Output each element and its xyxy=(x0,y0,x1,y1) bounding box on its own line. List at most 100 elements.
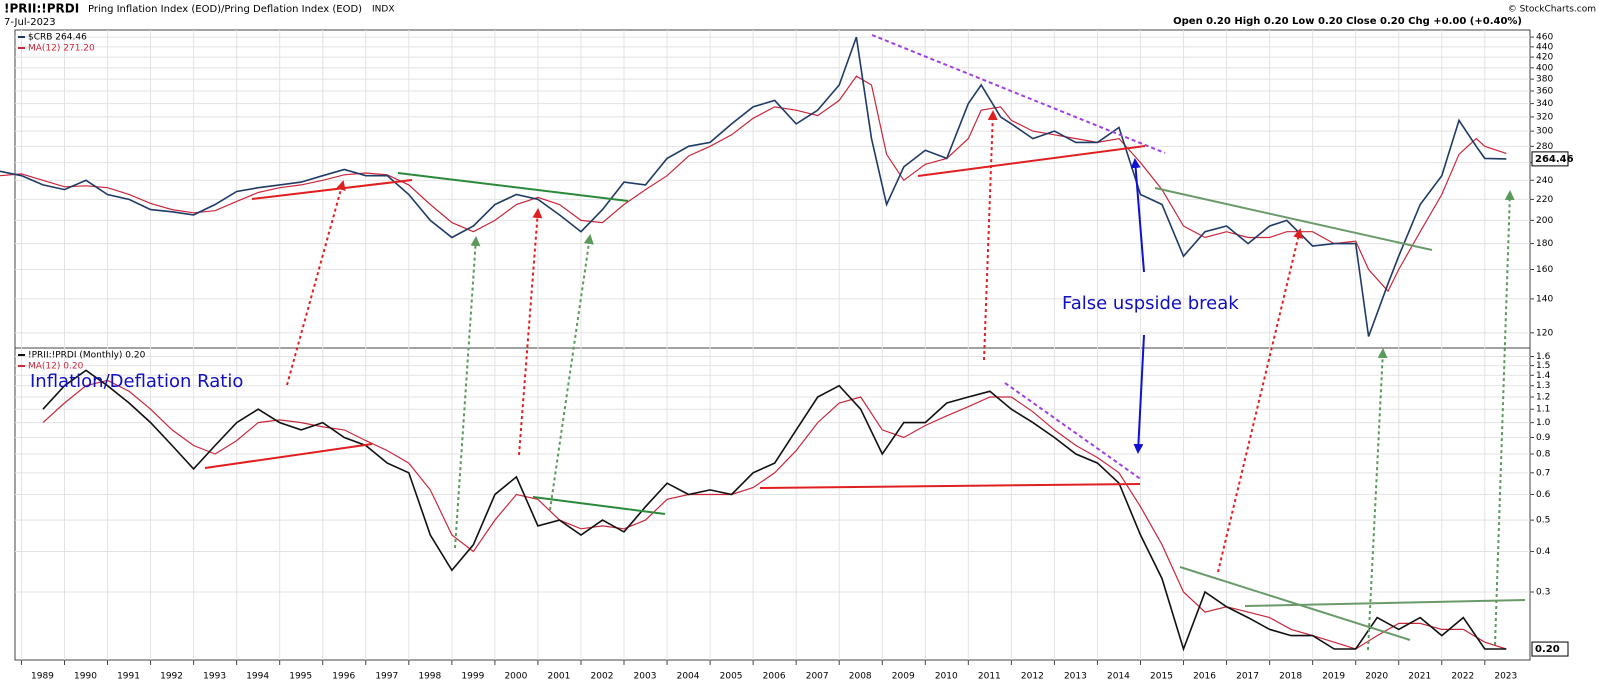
y-tick-label: 180 xyxy=(1536,239,1553,249)
y-tick-label: 0.3 xyxy=(1536,587,1550,597)
x-tick-label: 1993 xyxy=(203,672,226,682)
x-tick-label: 1996 xyxy=(332,672,355,682)
y-tick-label: 160 xyxy=(1536,265,1553,275)
y-tick-label: 0.8 xyxy=(1536,450,1551,460)
last-value-box xyxy=(1531,641,1569,657)
x-tick-label: 2006 xyxy=(763,672,786,682)
y-tick-label: 400 xyxy=(1536,63,1553,73)
x-tick-label: 2002 xyxy=(591,672,614,682)
x-tick-label: 2020 xyxy=(1365,672,1388,682)
arrow xyxy=(518,208,543,456)
y-tick-label: 300 xyxy=(1536,127,1553,137)
series-line xyxy=(42,369,1507,652)
y-tick-label: 1.4 xyxy=(1536,371,1551,381)
x-tick-label: 2017 xyxy=(1236,672,1259,682)
annotations xyxy=(204,34,1526,651)
arrow xyxy=(454,236,481,549)
y-tick-label: 1.2 xyxy=(1536,392,1550,402)
y-tick-label: 420 xyxy=(1536,53,1553,63)
x-tick-label: 1994 xyxy=(246,672,269,682)
y-tick-label: 240 xyxy=(1536,176,1553,186)
exchange: INDX xyxy=(372,5,394,15)
x-tick-label: 1998 xyxy=(418,672,441,682)
x-tick-label: 2003 xyxy=(634,672,657,682)
y-tick-label: 0.6 xyxy=(1536,490,1551,500)
annotation: False uspside break xyxy=(1062,293,1239,314)
x-tick-label: 1990 xyxy=(74,672,97,682)
x-tick-label: 2001 xyxy=(547,672,570,682)
y-tick-label: 140 xyxy=(1536,294,1553,304)
y-tick-label: 280 xyxy=(1536,142,1553,152)
x-tick-label: 1991 xyxy=(117,672,140,682)
x-tick-label: 1997 xyxy=(375,672,398,682)
trendline xyxy=(1244,599,1526,607)
x-tick-label: 2018 xyxy=(1279,672,1302,682)
x-tick-label: 2005 xyxy=(720,672,743,682)
trendline xyxy=(1154,187,1433,251)
arrow xyxy=(1133,334,1145,454)
x-tick-label: 2019 xyxy=(1322,672,1345,682)
date: 7-Jul-2023 xyxy=(4,17,56,28)
trendline xyxy=(759,483,1141,489)
annotation: Inflation/Deflation Ratio xyxy=(30,371,243,392)
x-tick-label: 2016 xyxy=(1193,672,1216,682)
y-tick-label: 1.5 xyxy=(1536,361,1550,371)
arrow xyxy=(286,180,346,386)
description: Pring Inflation Index (EOD)/Pring Deflat… xyxy=(88,4,362,15)
x-tick-label: 2011 xyxy=(978,672,1001,682)
y-tick-label: 360 xyxy=(1536,87,1553,97)
last-value-label: 264.46 xyxy=(1535,154,1574,165)
y-tick-label: 0.9 xyxy=(1536,433,1551,443)
x-tick-label: 2000 xyxy=(504,672,527,682)
trendline xyxy=(917,145,1146,177)
x-tick-label: 2012 xyxy=(1021,672,1044,682)
x-tick-label: 2007 xyxy=(806,672,829,682)
arrow xyxy=(1217,228,1303,573)
series-line xyxy=(0,36,1507,337)
quote: Open 0.20 High 0.20 Low 0.20 Close 0.20 … xyxy=(1173,16,1522,27)
legend-label: MA(12) 0.20 xyxy=(28,362,84,372)
x-tick-label: 2010 xyxy=(935,672,958,682)
y-tick-label: 1.0 xyxy=(1536,418,1551,428)
trendline xyxy=(251,179,413,200)
arrow xyxy=(1367,348,1388,651)
credit: © StockCharts.com xyxy=(1508,5,1596,15)
y-tick-label: 460 xyxy=(1536,33,1553,43)
legend-label: !PRII:!PRDI (Monthly) 0.20 xyxy=(28,351,146,361)
x-tick-label: 2008 xyxy=(849,672,872,682)
last-value-box xyxy=(1531,151,1569,167)
x-tick-label: 2004 xyxy=(677,672,700,682)
y-tick-label: 0.5 xyxy=(1536,516,1550,526)
last-value-label: 0.20 xyxy=(1535,644,1560,655)
bottom-panel xyxy=(14,347,1531,661)
y-tick-label: 1.1 xyxy=(1536,405,1550,415)
x-tick-label: 1995 xyxy=(289,672,312,682)
x-tick-label: 2021 xyxy=(1408,672,1431,682)
legend-label: MA(12) 271.20 xyxy=(28,44,95,54)
symbol: !PRII:!PRDI xyxy=(4,2,79,16)
x-tick-label: 1999 xyxy=(461,672,484,682)
y-tick-label: 0.7 xyxy=(1536,468,1550,478)
arrow xyxy=(549,234,594,511)
y-tick-label: 0.4 xyxy=(1536,547,1551,557)
y-tick-label: 1.6 xyxy=(1536,352,1551,362)
series-line xyxy=(42,379,1507,650)
y-tick-label: 340 xyxy=(1536,99,1553,109)
trendline xyxy=(871,34,1166,154)
y-tick-label: 200 xyxy=(1536,216,1553,226)
y-tick-label: 220 xyxy=(1536,195,1553,205)
x-tick-label: 1989 xyxy=(31,672,54,682)
arrow xyxy=(983,110,998,361)
arrow xyxy=(1130,158,1145,273)
y-tick-label: 120 xyxy=(1536,328,1553,338)
legend-label: $CRB 264.46 xyxy=(28,33,87,43)
y-tick-label: 440 xyxy=(1536,42,1553,52)
y-tick-label: 380 xyxy=(1536,75,1553,85)
trendline xyxy=(1179,566,1411,641)
x-tick-label: 2009 xyxy=(892,672,915,682)
trendline xyxy=(397,172,629,202)
y-tick-label: 320 xyxy=(1536,112,1553,122)
x-tick-label: 2014 xyxy=(1107,672,1130,682)
x-tick-label: 2015 xyxy=(1150,672,1173,682)
